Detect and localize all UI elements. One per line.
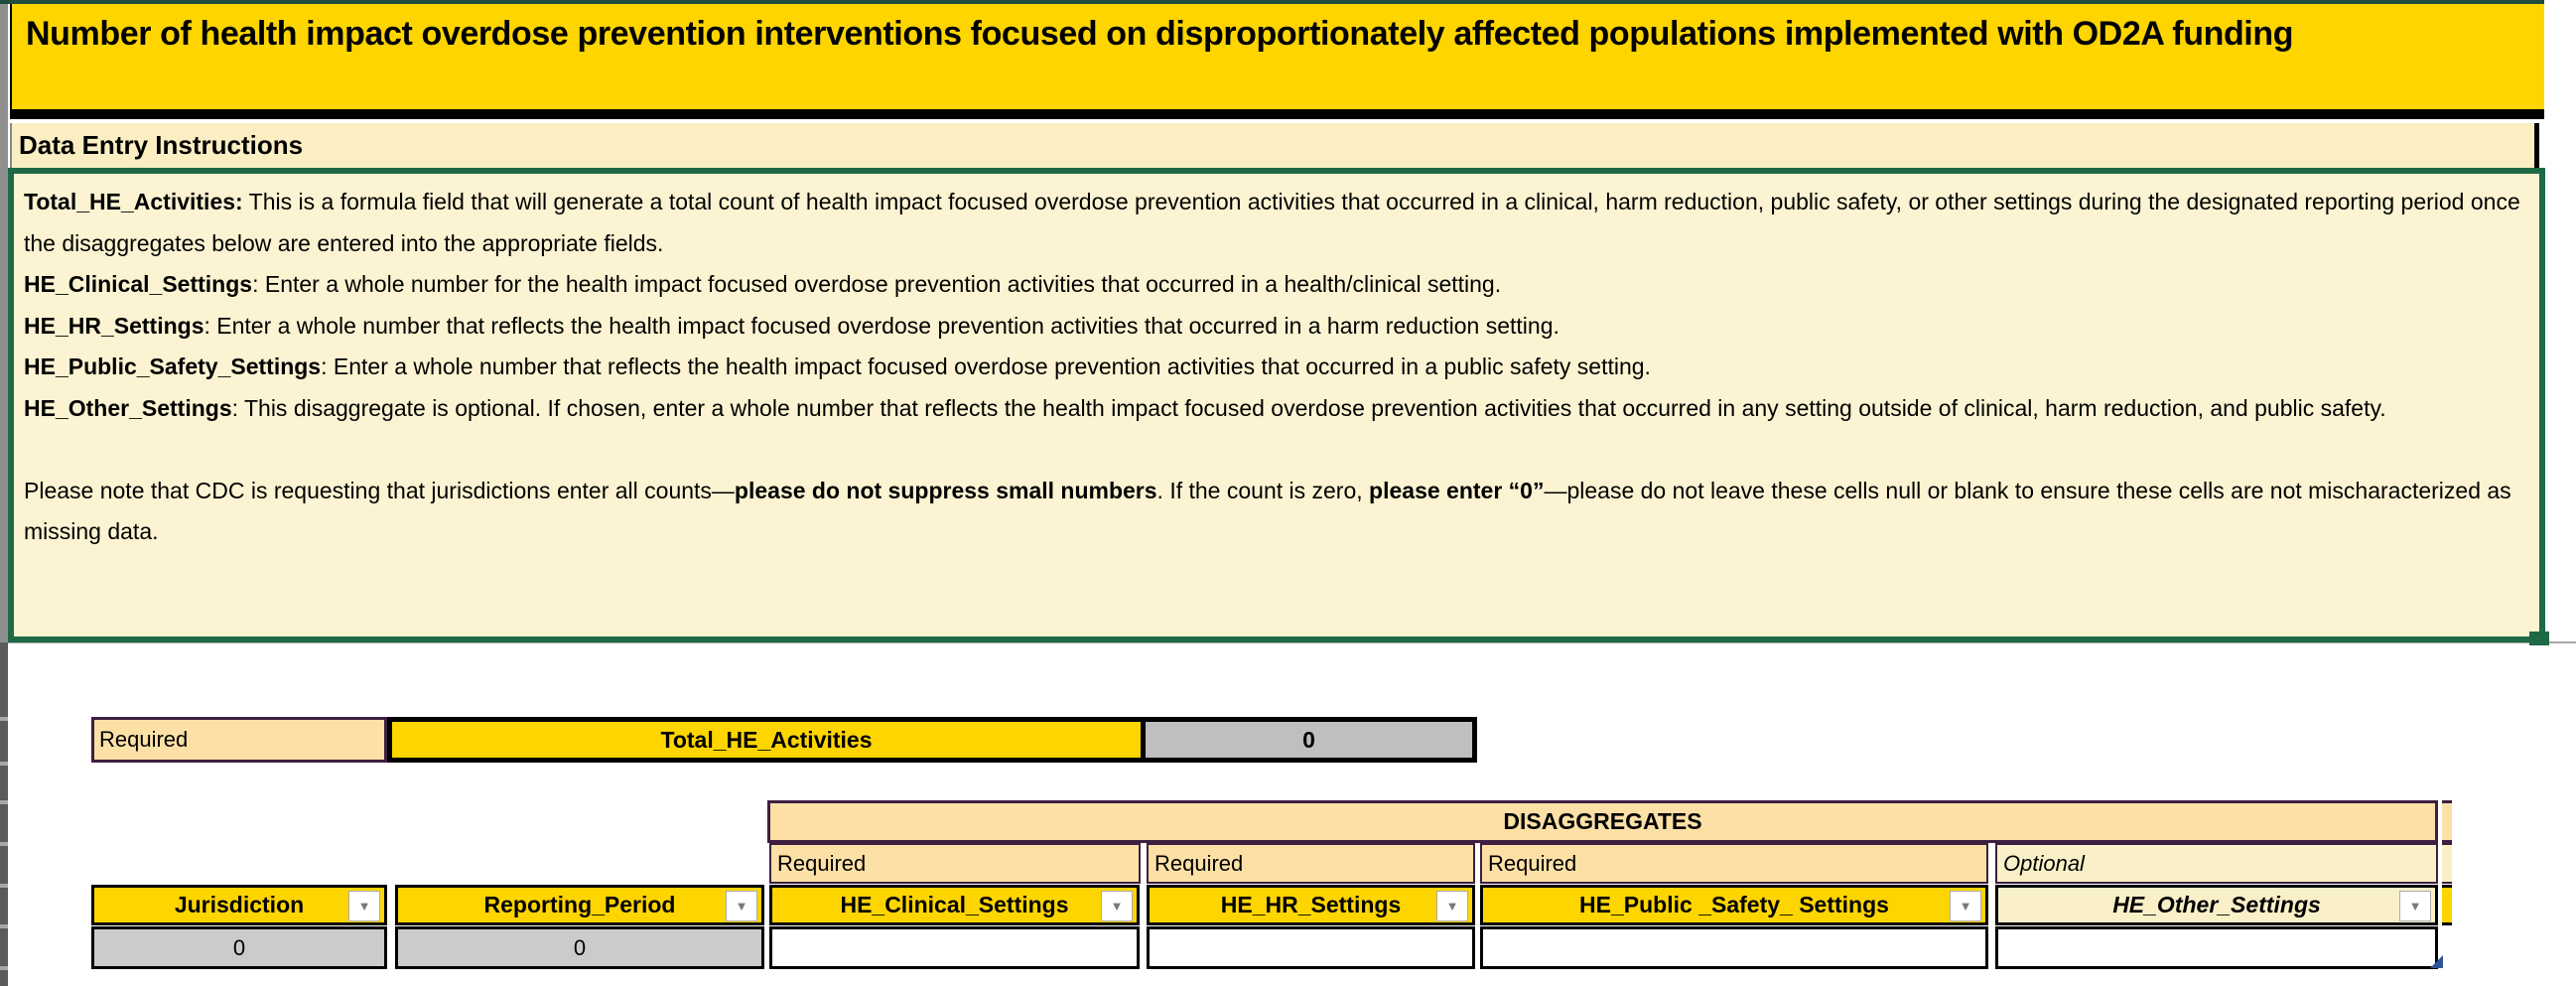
cell-jurisdiction[interactable]: 0	[91, 926, 387, 969]
instruction-text-run: : Enter a whole number for the health im…	[252, 271, 1502, 297]
requirement-label-he_other: Optional	[1995, 843, 2438, 884]
instruction-text-run: : Enter a whole number that reflects the…	[321, 353, 1651, 379]
row-boundary-notch	[0, 762, 8, 766]
requirement-label-he_clinical: Required	[769, 843, 1141, 884]
table-resize-handle[interactable]	[2430, 955, 2443, 968]
instruction-text-run: This is a formula field that will genera…	[24, 189, 2520, 256]
row-boundary-notch	[0, 842, 8, 846]
column-header-label: HE_Other_Settings	[2112, 892, 2321, 917]
cell-he_other[interactable]	[1995, 926, 2438, 969]
column-header-label: HE_Public _Safety_ Settings	[1579, 892, 1889, 917]
instruction-text-run: please do not suppress small numbers	[734, 477, 1157, 503]
instruction-text-run: Please note that CDC is requesting that …	[24, 477, 735, 503]
instructions-box: Total_HE_Activities: This is a formula f…	[8, 168, 2545, 642]
cut-column-stub-requirement	[2442, 843, 2452, 884]
instruction-paragraph: Please note that CDC is requesting that …	[24, 471, 2527, 553]
row-boundary-notch	[0, 717, 8, 721]
row-boundary-notch	[0, 924, 8, 928]
column-header-label: Jurisdiction	[174, 892, 305, 917]
requirement-label-he_public_safety: Required	[1480, 843, 1988, 884]
row-header-strip-bottom	[0, 642, 8, 986]
filter-dropdown-icon[interactable]: ▼	[348, 891, 380, 921]
column-header-he_hr[interactable]: HE_HR_Settings ▼	[1147, 885, 1475, 925]
cell-he_hr[interactable]	[1147, 926, 1475, 969]
instruction-paragraph: HE_Clinical_Settings: Enter a whole numb…	[24, 264, 2527, 306]
instruction-text-run: Total_HE_Activities:	[24, 189, 243, 214]
filter-dropdown-icon[interactable]: ▼	[726, 891, 757, 921]
cell-reporting_period[interactable]: 0	[395, 926, 764, 969]
row-header-strip-top	[0, 0, 8, 642]
title-double-border	[10, 109, 2544, 119]
column-header-label: HE_HR_Settings	[1220, 892, 1402, 917]
selection-handle[interactable]	[2529, 632, 2549, 645]
column-header-he_other[interactable]: HE_Other_Settings ▼	[1995, 885, 2438, 925]
instruction-text-run: HE_Other_Settings	[24, 394, 232, 421]
instruction-paragraph: HE_HR_Settings: Enter a whole number tha…	[24, 306, 2527, 348]
cell-he_clinical[interactable]	[769, 926, 1140, 969]
data-entry-instructions-header: Data Entry Instructions	[10, 123, 2539, 168]
instruction-text-run: HE_Clinical_Settings	[24, 271, 253, 297]
column-header-he_clinical[interactable]: HE_Clinical_Settings ▼	[769, 885, 1140, 925]
column-header-reporting_period[interactable]: Reporting_Period ▼	[395, 885, 764, 925]
cell-he_public_safety[interactable]	[1480, 926, 1988, 969]
gridline	[8, 641, 2576, 643]
cut-column-stub-disaggregates	[2442, 800, 2452, 843]
filter-dropdown-icon[interactable]: ▼	[1436, 891, 1468, 921]
filter-dropdown-icon[interactable]: ▼	[1101, 891, 1133, 921]
column-header-jurisdiction[interactable]: Jurisdiction ▼	[91, 885, 387, 925]
filter-dropdown-icon[interactable]: ▼	[2399, 891, 2431, 921]
column-header-label: Reporting_Period	[483, 892, 676, 917]
column-header-he_public_safety[interactable]: HE_Public _Safety_ Settings ▼	[1480, 885, 1988, 925]
instruction-text-run: HE_HR_Settings	[24, 312, 204, 339]
summary-field-label: Total_HE_Activities	[387, 717, 1146, 763]
instruction-paragraph: Total_HE_Activities: This is a formula f…	[24, 182, 2527, 264]
instruction-text-run: : Enter a whole number that reflects the…	[203, 312, 1559, 339]
filter-dropdown-icon[interactable]: ▼	[1950, 891, 1981, 921]
instruction-paragraph	[24, 429, 2527, 471]
row-boundary-notch	[0, 966, 8, 970]
disaggregates-group-header: DISAGGREGATES	[767, 800, 2438, 843]
requirement-label-he_hr: Required	[1147, 843, 1475, 884]
instruction-text-run: : This disaggregate is optional. If chos…	[231, 394, 2386, 421]
summary-total-value-cell[interactable]: 0	[1146, 717, 1477, 763]
column-header-label: HE_Clinical_Settings	[840, 892, 1069, 917]
sheet-top-border	[0, 0, 2544, 4]
cut-column-stub-header	[2442, 885, 2452, 925]
instruction-paragraph: HE_Public_Safety_Settings: Enter a whole…	[24, 347, 2527, 388]
instruction-paragraph: HE_Other_Settings: This disaggregate is …	[24, 388, 2527, 430]
instruction-text-run: . If the count is zero,	[1156, 477, 1370, 503]
summary-requirement-label: Required	[91, 717, 387, 763]
instruction-text-run: —please do not leave these cells null or…	[24, 477, 2511, 545]
row-boundary-notch	[0, 800, 8, 804]
page-title: Number of health impact overdose prevent…	[10, 4, 2544, 109]
row-boundary-notch	[0, 884, 8, 888]
instruction-text-run: HE_Public_Safety_Settings	[24, 353, 322, 379]
instruction-text-run: please enter “0”	[1369, 477, 1545, 503]
